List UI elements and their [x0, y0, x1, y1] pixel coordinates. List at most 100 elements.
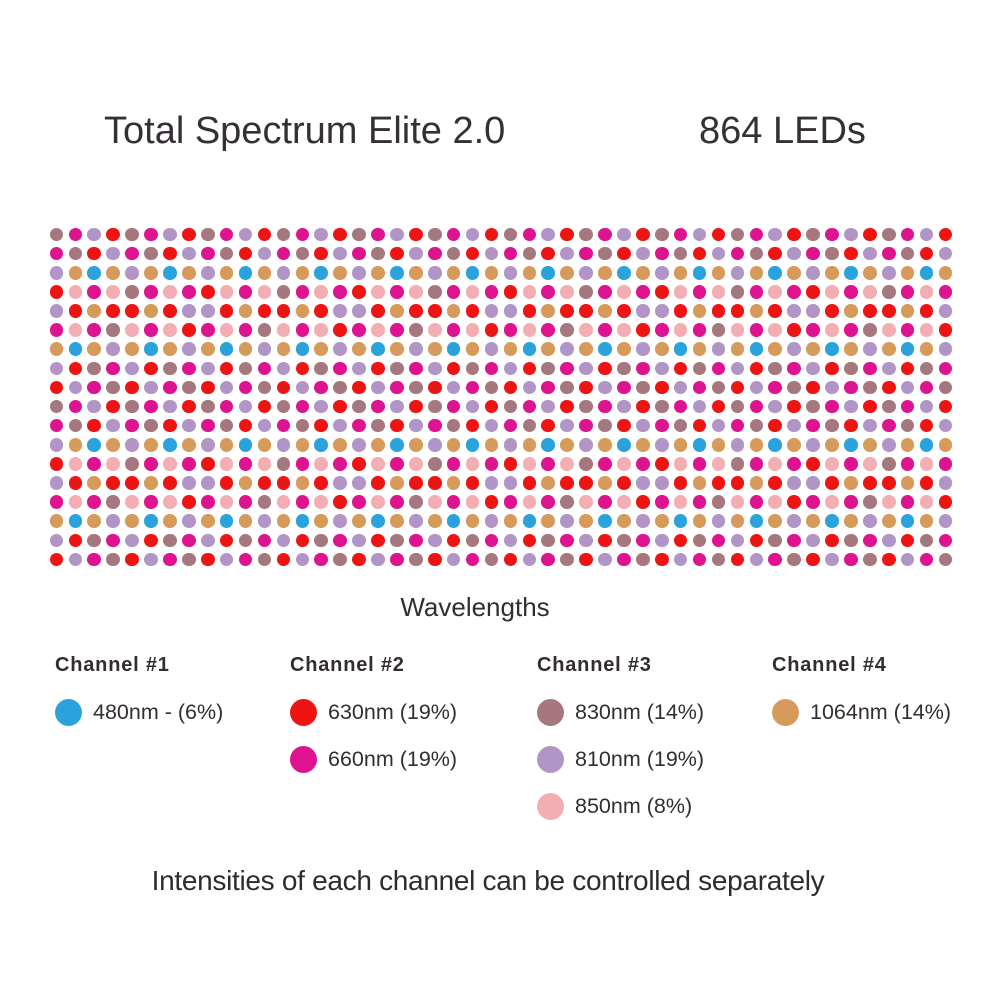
- led-cell: [47, 282, 66, 301]
- led-cell: [841, 378, 860, 397]
- led-dot-magenta: [352, 418, 366, 433]
- legend-swatch-mauve: [537, 698, 564, 726]
- led-cell: [709, 493, 728, 512]
- led-cell: [596, 340, 615, 359]
- led-dot-magenta: [636, 457, 650, 471]
- led-cell: [425, 454, 444, 473]
- led-cell: [501, 493, 520, 512]
- led-cell: [406, 454, 425, 473]
- led-dot-blue: [446, 514, 461, 528]
- led-cell: [255, 301, 274, 320]
- led-cell: [520, 282, 539, 301]
- legend-channel-1: Channel #1 480nm - (6%): [55, 654, 223, 745]
- led-dot-tan: [390, 342, 404, 356]
- led-cell: [917, 473, 936, 492]
- led-cell: [766, 397, 785, 416]
- led-cell: [123, 282, 142, 301]
- led-cell: [709, 263, 728, 282]
- led-cell: [66, 282, 85, 301]
- led-dot-tan: [900, 304, 915, 318]
- led-cell: [823, 473, 842, 492]
- led-cell: [652, 301, 671, 320]
- led-cell: [709, 282, 728, 301]
- led-dot-magenta: [484, 285, 499, 299]
- led-cell: [785, 397, 804, 416]
- led-cell: [425, 531, 444, 550]
- led-cell: [293, 416, 312, 435]
- led-cell: [936, 416, 955, 435]
- led-cell: [255, 359, 274, 378]
- led-cell: [558, 550, 577, 569]
- led-dot-tan: [806, 514, 820, 528]
- led-dot-mauve: [219, 246, 234, 261]
- led-dot-lavender: [200, 265, 215, 280]
- led-dot-lavender: [636, 304, 650, 318]
- led-dot-red: [579, 476, 593, 490]
- led-cell: [369, 416, 388, 435]
- led-cell: [387, 550, 406, 569]
- led-dot-red: [692, 246, 707, 261]
- led-cell: [255, 454, 274, 473]
- led-dot-mauve: [144, 246, 158, 261]
- led-dot-pink: [919, 495, 934, 509]
- led-cell: [785, 378, 804, 397]
- led-dot-mauve: [617, 533, 631, 548]
- led-cell: [160, 282, 179, 301]
- led-cell: [179, 263, 198, 282]
- led-dot-lavender: [87, 399, 102, 414]
- led-dot-magenta: [503, 246, 518, 261]
- led-cell: [350, 359, 369, 378]
- led-cell: [85, 493, 104, 512]
- led-cell: [406, 359, 425, 378]
- led-cell: [501, 340, 520, 359]
- led-dot-lavender: [125, 437, 139, 452]
- led-cell: [860, 531, 879, 550]
- led-dot-pink: [768, 285, 783, 299]
- led-cell: [633, 340, 652, 359]
- led-cell: [558, 397, 577, 416]
- led-dot-tan: [68, 265, 83, 280]
- led-cell: [823, 359, 842, 378]
- led-cell: [728, 301, 747, 320]
- led-cell: [520, 454, 539, 473]
- led-cell: [804, 340, 823, 359]
- led-cell: [66, 512, 85, 531]
- led-cell: [179, 454, 198, 473]
- led-dot-red: [654, 380, 669, 395]
- led-dot-lavender: [106, 342, 120, 356]
- led-dot-magenta: [768, 380, 783, 395]
- led-dot-mauve: [636, 380, 650, 395]
- led-dot-magenta: [390, 380, 404, 395]
- led-cell: [369, 531, 388, 550]
- led-cell: [879, 378, 898, 397]
- led-dot-mauve: [541, 533, 556, 548]
- led-dot-magenta: [257, 361, 272, 376]
- led-dot-mauve: [295, 418, 310, 433]
- led-cell: [577, 531, 596, 550]
- led-cell: [520, 244, 539, 263]
- led-dot-red: [598, 533, 612, 548]
- led-dot-magenta: [238, 323, 253, 337]
- led-dot-tan: [787, 265, 801, 280]
- led-cell: [747, 531, 766, 550]
- led-dot-lavender: [200, 304, 215, 318]
- led-dot-blue: [749, 342, 764, 356]
- led-dot-magenta: [541, 380, 556, 395]
- led-dot-blue: [692, 437, 707, 452]
- led-cell: [444, 454, 463, 473]
- led-cell: [558, 263, 577, 282]
- led-cell: [747, 244, 766, 263]
- led-dot-tan: [446, 437, 461, 452]
- led-cell: [766, 493, 785, 512]
- led-cell: [123, 473, 142, 492]
- led-dot-mauve: [276, 457, 291, 471]
- led-cell: [671, 225, 690, 244]
- led-cell: [558, 531, 577, 550]
- led-dot-magenta: [200, 323, 215, 337]
- led-dot-magenta: [390, 552, 404, 567]
- led-dot-red: [125, 380, 139, 395]
- led-dot-red: [182, 399, 196, 414]
- led-dot-red: [257, 476, 272, 490]
- led-dot-magenta: [409, 533, 423, 548]
- led-cell: [671, 378, 690, 397]
